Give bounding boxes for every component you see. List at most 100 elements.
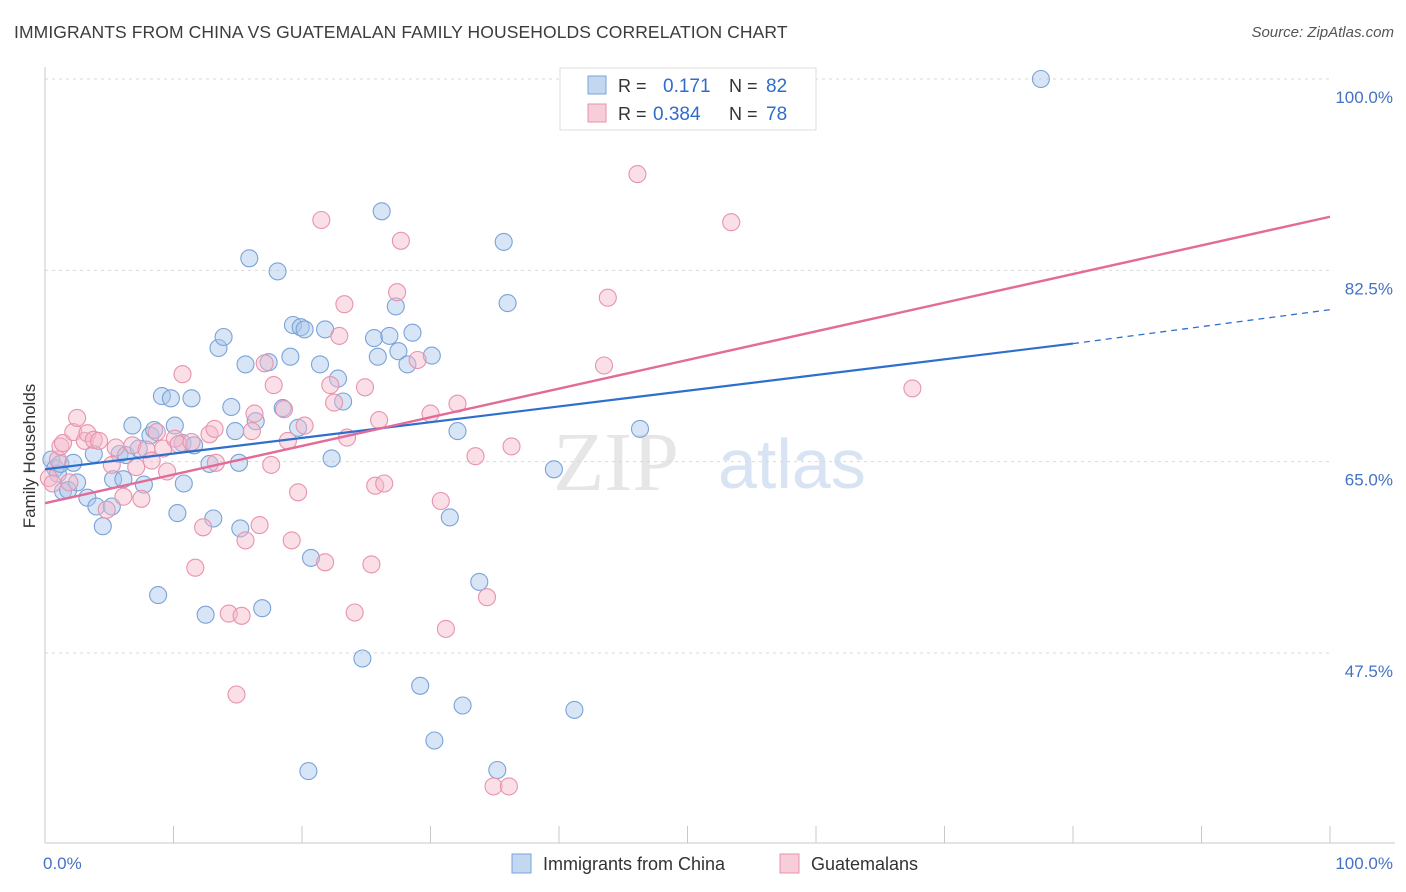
guatemalan-point-70	[484, 777, 503, 796]
guatemalan-point-41	[262, 455, 281, 474]
guatemalan-point-40	[255, 354, 274, 373]
guatemalan-point-1	[43, 474, 62, 493]
china-point-51	[295, 320, 314, 339]
legend-bottom-china-swatch	[511, 853, 532, 874]
china-point-36	[222, 397, 241, 417]
guatemalan-point-47	[295, 416, 314, 435]
source-label: Source: ZipAtlas.com	[1251, 24, 1394, 41]
watermark-atlas: atlas	[718, 425, 866, 503]
guatemalan-point-49	[316, 553, 335, 572]
guatemalan-point-42	[264, 376, 283, 395]
china-point-69	[422, 346, 441, 365]
china-point-70	[425, 731, 444, 750]
china-point-66	[398, 355, 417, 374]
china-point-34	[209, 338, 228, 358]
china-point-38	[229, 453, 249, 472]
china-point-79	[565, 700, 584, 719]
guatemalan-point-75	[628, 165, 647, 184]
guatemalan-point-59	[370, 411, 389, 430]
china-point-63	[380, 326, 399, 345]
series-china-points	[42, 69, 1050, 781]
y-tick-label-0: 100.0%	[1335, 88, 1393, 107]
legend-bottom-guatemalan-swatch	[779, 853, 800, 874]
legend-guatemalan-swatch	[587, 103, 607, 123]
guatemalan-point-52	[330, 326, 349, 345]
china-point-64	[386, 297, 405, 316]
guatemalan-point-38	[245, 404, 264, 423]
china-point-53	[301, 548, 321, 567]
legend-guatemalan-r-label: R =	[618, 104, 647, 124]
guatemalan-point-36	[236, 531, 255, 550]
guatemalan-point-15	[114, 487, 133, 506]
guatemalan-point-30	[200, 425, 219, 444]
guatemalan-point-62	[391, 231, 410, 250]
china-point-59	[353, 649, 372, 668]
guatemalan-point-65	[431, 491, 450, 511]
china-point-10	[87, 497, 106, 516]
guatemalan-point-50	[321, 376, 340, 395]
guatemalan-point-61	[388, 283, 407, 302]
china-point-81	[1031, 69, 1050, 89]
guatemalan-point-46	[289, 483, 308, 502]
china-point-71	[440, 508, 459, 527]
x-tick-label-1: 100.0%	[1335, 854, 1393, 873]
guatemalan-point-4	[53, 434, 73, 453]
china-point-76	[494, 232, 513, 251]
guatemalan-point-16	[123, 436, 142, 455]
guatemalan-point-72	[502, 437, 521, 456]
guatemalan-point-68	[466, 447, 485, 466]
guatemalan-point-77	[903, 379, 922, 398]
legend-guatemalan-n-label: N =	[729, 104, 758, 124]
guatemalan-point-45	[282, 531, 301, 550]
guatemalan-point-35	[232, 606, 251, 625]
china-point-61	[368, 347, 387, 366]
watermark-zip: ZIP	[553, 416, 679, 509]
guatemalan-point-60	[375, 474, 394, 493]
guatemalan-point-21	[147, 423, 166, 442]
guatemalan-point-31	[205, 419, 224, 438]
guatemalan-trend-line	[44, 215, 1331, 505]
legend-china-swatch	[587, 75, 607, 95]
trend-lines	[44, 215, 1331, 505]
china-trend-extension	[1072, 309, 1331, 345]
china-point-62	[372, 202, 391, 221]
guatemalan-point-53	[335, 295, 354, 314]
china-point-12	[102, 497, 121, 516]
china-point-58	[334, 392, 353, 411]
china-point-11	[93, 517, 112, 536]
legend-bottom: Immigrants from China Guatemalans	[511, 853, 918, 874]
china-point-40	[236, 355, 255, 374]
china-point-25	[165, 416, 184, 435]
china-point-52	[299, 762, 318, 781]
china-point-41	[240, 249, 259, 268]
china-point-74	[470, 572, 489, 591]
china-point-72	[448, 422, 467, 441]
china-point-49	[289, 418, 308, 437]
guatemalan-point-27	[182, 432, 201, 452]
y-tick-label-1: 82.5%	[1345, 279, 1393, 298]
guatemalan-point-29	[194, 518, 213, 537]
legend-china-n-value: 82	[766, 76, 787, 97]
chart-title: IMMIGRANTS FROM CHINA VS GUATEMALAN FAMI…	[14, 22, 788, 42]
x-tick-label-0: 0.0%	[43, 854, 82, 873]
china-point-31	[196, 605, 215, 624]
guatemalan-point-13	[102, 455, 121, 474]
china-point-65	[389, 342, 408, 361]
legend-china-n-label: N =	[729, 76, 758, 96]
china-point-57	[328, 369, 348, 388]
guatemalan-point-11	[89, 431, 109, 450]
china-point-73	[453, 696, 472, 715]
tick-labels: 100.0% 82.5% 65.0% 47.5% 0.0% 100.0%	[43, 88, 1393, 873]
guatemalan-point-7	[68, 408, 87, 427]
china-point-39	[231, 519, 250, 538]
china-point-54	[310, 355, 330, 374]
china-point-75	[488, 760, 507, 780]
china-point-45	[268, 262, 287, 281]
guatemalan-point-43	[274, 400, 294, 419]
legend-bottom-china-label: Immigrants from China	[543, 854, 726, 874]
guatemalan-point-14	[106, 438, 125, 457]
guatemalan-point-73	[594, 356, 614, 375]
guatemalan-point-39	[250, 516, 269, 535]
legend-guatemalan-n-value: 78	[766, 104, 787, 125]
